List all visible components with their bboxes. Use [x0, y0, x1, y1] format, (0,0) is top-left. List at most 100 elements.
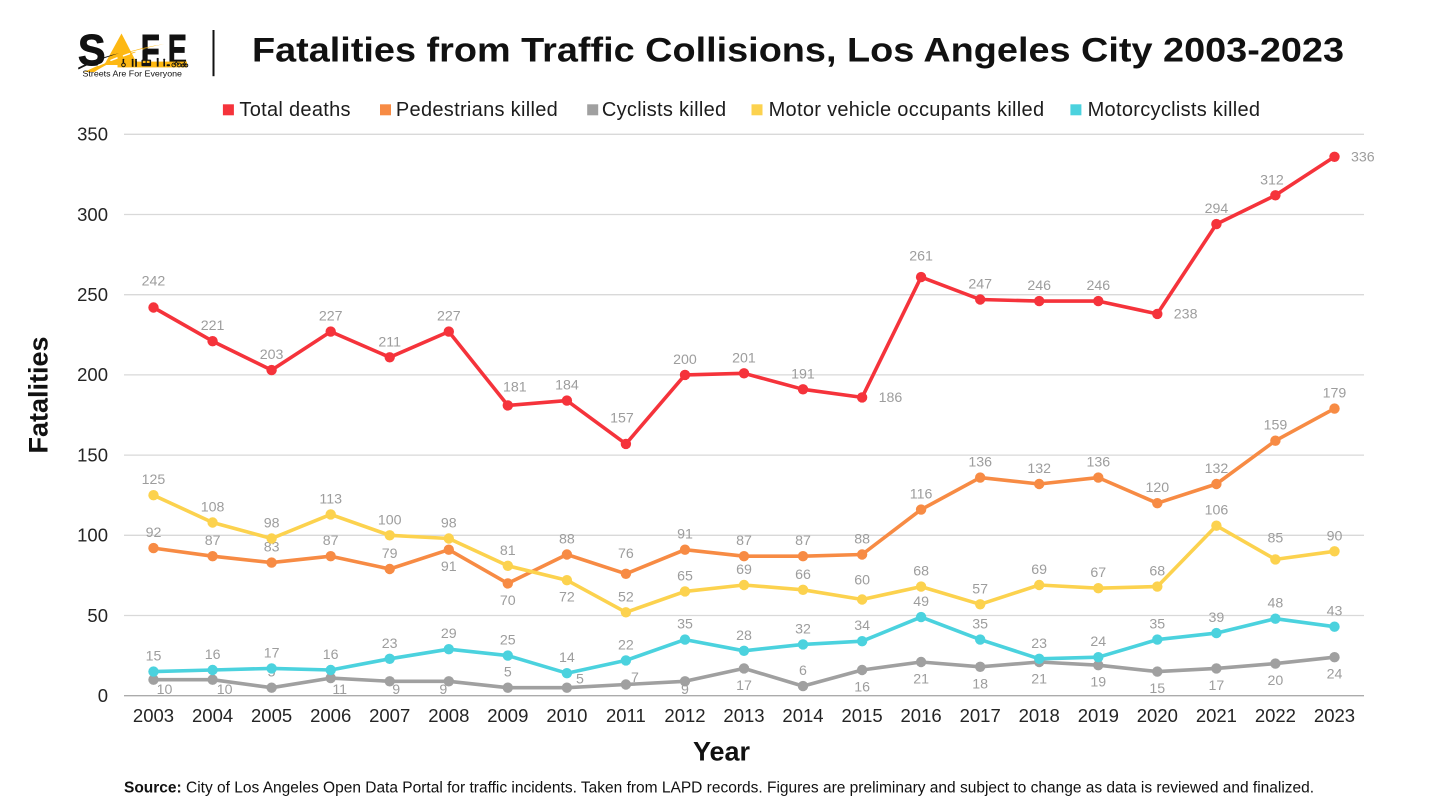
- svg-text:2006: 2006: [310, 705, 351, 726]
- svg-text:2015: 2015: [842, 705, 883, 726]
- svg-text:21: 21: [913, 672, 929, 688]
- svg-text:108: 108: [201, 500, 225, 516]
- svg-text:2012: 2012: [664, 705, 705, 726]
- svg-text:34: 34: [854, 618, 870, 634]
- svg-text:2017: 2017: [960, 705, 1001, 726]
- svg-text:16: 16: [323, 647, 339, 663]
- svg-text:184: 184: [555, 378, 579, 394]
- svg-text:2013: 2013: [723, 705, 764, 726]
- svg-text:98: 98: [441, 516, 457, 532]
- svg-text:261: 261: [909, 249, 933, 265]
- svg-text:88: 88: [854, 532, 870, 548]
- svg-text:157: 157: [610, 410, 634, 426]
- svg-text:49: 49: [913, 594, 929, 610]
- svg-text:227: 227: [319, 309, 343, 325]
- svg-text:87: 87: [736, 533, 752, 549]
- svg-text:Streets Are For Everyone: Streets Are For Everyone: [83, 69, 183, 79]
- svg-text:201: 201: [732, 350, 756, 366]
- svg-text:98: 98: [264, 516, 280, 532]
- svg-text:100: 100: [378, 512, 402, 528]
- svg-text:17: 17: [736, 678, 752, 694]
- svg-text:125: 125: [142, 472, 166, 488]
- svg-text:19: 19: [1090, 675, 1106, 691]
- svg-text:203: 203: [260, 347, 284, 363]
- svg-text:191: 191: [791, 366, 815, 382]
- svg-text:2020: 2020: [1137, 705, 1178, 726]
- svg-text:2014: 2014: [782, 705, 823, 726]
- svg-text:85: 85: [1268, 530, 1284, 546]
- svg-text:35: 35: [1149, 617, 1165, 633]
- svg-text:69: 69: [1031, 562, 1047, 578]
- svg-text:87: 87: [205, 533, 221, 549]
- svg-text:65: 65: [677, 568, 693, 584]
- svg-text:150: 150: [77, 444, 108, 465]
- svg-text:21: 21: [1031, 672, 1047, 688]
- svg-text:7: 7: [631, 670, 639, 686]
- svg-text:113: 113: [319, 491, 342, 507]
- svg-text:68: 68: [913, 564, 929, 580]
- svg-text:294: 294: [1205, 201, 1229, 217]
- svg-text:242: 242: [142, 274, 166, 290]
- svg-text:2004: 2004: [192, 705, 233, 726]
- svg-text:211: 211: [378, 334, 401, 350]
- svg-text:35: 35: [972, 617, 988, 633]
- svg-text:88: 88: [559, 532, 575, 548]
- svg-text:24: 24: [1090, 634, 1106, 650]
- svg-text:15: 15: [1149, 681, 1165, 697]
- svg-text:186: 186: [879, 390, 903, 406]
- svg-text:Year: Year: [693, 737, 751, 767]
- svg-text:48: 48: [1268, 596, 1284, 612]
- svg-text:91: 91: [677, 527, 693, 543]
- svg-text:Cyclists killed: Cyclists killed: [602, 99, 727, 121]
- svg-text:5: 5: [576, 672, 584, 688]
- svg-text:17: 17: [264, 645, 280, 661]
- svg-text:Motor vehicle occupants killed: Motor vehicle occupants killed: [769, 99, 1045, 121]
- svg-text:52: 52: [618, 589, 634, 605]
- svg-text:66: 66: [795, 567, 811, 583]
- svg-text:227: 227: [437, 309, 461, 325]
- svg-text:87: 87: [795, 533, 811, 549]
- svg-text:67: 67: [1090, 565, 1106, 581]
- svg-text:16: 16: [205, 647, 221, 663]
- svg-text:72: 72: [559, 590, 575, 606]
- svg-text:16: 16: [854, 680, 870, 696]
- svg-text:2003: 2003: [133, 705, 174, 726]
- svg-text:10: 10: [217, 682, 233, 698]
- svg-text:Total deaths: Total deaths: [239, 99, 350, 121]
- svg-text:2016: 2016: [901, 705, 942, 726]
- svg-text:2021: 2021: [1196, 705, 1237, 726]
- svg-text:35: 35: [677, 617, 693, 633]
- svg-text:0: 0: [98, 685, 108, 706]
- svg-text:181: 181: [503, 379, 527, 395]
- svg-text:2007: 2007: [369, 705, 410, 726]
- svg-text:136: 136: [968, 455, 992, 471]
- svg-text:23: 23: [382, 636, 398, 652]
- svg-text:90: 90: [1327, 528, 1343, 544]
- svg-text:246: 246: [1086, 278, 1110, 294]
- svg-text:39: 39: [1209, 610, 1225, 626]
- svg-text:83: 83: [264, 540, 280, 556]
- svg-text:70: 70: [500, 593, 516, 609]
- svg-text:68: 68: [1149, 564, 1165, 580]
- svg-text:24: 24: [1327, 667, 1343, 683]
- svg-text:250: 250: [77, 284, 108, 305]
- svg-text:32: 32: [795, 621, 811, 637]
- svg-text:2009: 2009: [487, 705, 528, 726]
- svg-text:57: 57: [972, 581, 988, 597]
- svg-text:Pedestrians killed: Pedestrians killed: [396, 99, 558, 121]
- svg-text:14: 14: [559, 650, 575, 666]
- svg-text:300: 300: [77, 204, 108, 225]
- svg-text:132: 132: [1027, 461, 1051, 477]
- svg-text:28: 28: [736, 628, 752, 644]
- svg-text:91: 91: [441, 559, 457, 575]
- svg-text:10: 10: [157, 682, 173, 698]
- svg-text:116: 116: [910, 487, 933, 503]
- svg-text:2008: 2008: [428, 705, 469, 726]
- svg-text:2011: 2011: [606, 705, 646, 726]
- svg-text:15: 15: [146, 649, 162, 665]
- svg-text:2023: 2023: [1314, 705, 1355, 726]
- svg-text:81: 81: [500, 543, 516, 559]
- svg-text:79: 79: [382, 546, 398, 562]
- svg-text:246: 246: [1027, 278, 1051, 294]
- svg-text:350: 350: [77, 124, 108, 145]
